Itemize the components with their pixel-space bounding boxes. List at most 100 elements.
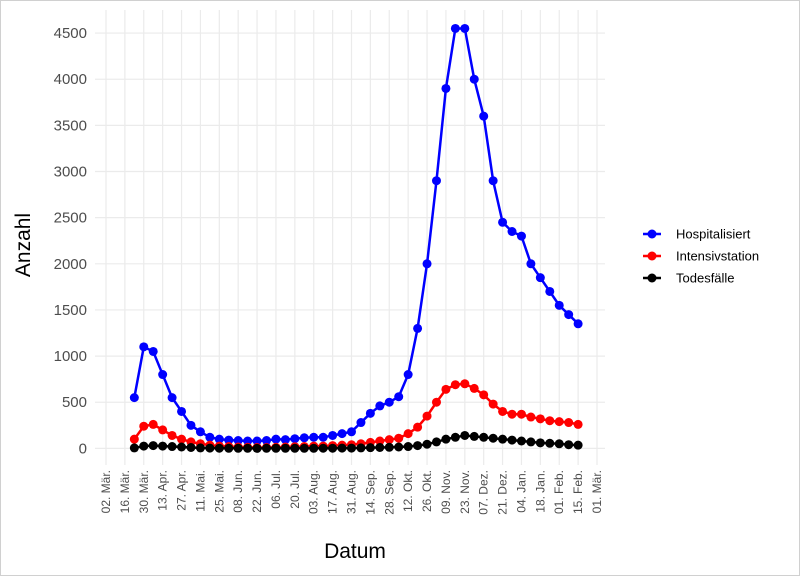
x-tick-label: 06. Jul. <box>269 470 283 509</box>
data-point <box>148 419 158 429</box>
data-point <box>375 442 385 452</box>
data-point <box>526 412 536 422</box>
x-tick-label: 03. Aug. <box>307 470 321 514</box>
data-point <box>498 217 508 227</box>
data-point <box>564 310 574 320</box>
data-point <box>214 443 224 453</box>
data-point <box>441 384 451 394</box>
legend-label: Todesfälle <box>676 271 735 286</box>
data-point <box>394 392 404 402</box>
data-point <box>394 433 404 443</box>
data-point <box>545 286 555 296</box>
y-tick-label: 2500 <box>54 210 87 227</box>
y-tick-label: 4000 <box>54 71 87 88</box>
data-point <box>299 433 309 443</box>
data-point <box>328 430 338 440</box>
data-point <box>309 443 319 453</box>
data-point <box>422 411 432 421</box>
data-point <box>224 435 234 445</box>
x-tick-label: 23. Nov. <box>458 470 472 514</box>
x-tick-label: 28. Sep. <box>382 470 396 515</box>
data-point <box>535 414 545 424</box>
data-point <box>375 401 385 411</box>
data-point <box>488 433 498 443</box>
data-point <box>243 436 253 446</box>
data-point <box>516 409 526 419</box>
data-point <box>271 443 281 453</box>
data-point <box>394 442 404 452</box>
data-point <box>148 441 158 451</box>
x-tick-label: 26. Okt. <box>420 470 434 512</box>
data-point <box>507 435 517 445</box>
x-tick-label: 25. Mai. <box>212 470 226 513</box>
data-point <box>365 443 375 453</box>
legend-swatch <box>647 251 657 261</box>
x-tick-label: 21. Dez. <box>496 470 510 515</box>
data-point <box>252 436 262 446</box>
data-point <box>469 383 479 393</box>
data-point <box>554 439 564 449</box>
y-axis-title: Anzahl <box>12 213 35 277</box>
legend-swatch <box>647 229 657 239</box>
data-point <box>167 442 177 452</box>
data-point <box>129 393 139 403</box>
data-point <box>318 432 328 442</box>
data-point <box>214 434 224 444</box>
data-point <box>554 300 564 310</box>
data-point <box>498 434 508 444</box>
data-point <box>280 443 290 453</box>
x-tick-label: 02. Mär. <box>99 470 113 513</box>
data-point <box>441 434 451 444</box>
x-axis-title: Datum <box>324 540 386 563</box>
data-point <box>564 418 574 428</box>
data-point <box>469 431 479 441</box>
data-point <box>290 434 300 444</box>
x-tick-label: 09. Nov. <box>439 470 453 514</box>
data-point <box>139 441 149 451</box>
data-point <box>356 443 366 453</box>
data-point <box>460 379 470 389</box>
data-point <box>347 443 356 453</box>
x-tick-label: 18. Jan. <box>533 470 547 513</box>
y-tick-label: 4500 <box>54 25 87 42</box>
data-point <box>384 435 394 445</box>
data-point <box>309 432 319 442</box>
data-point <box>450 380 460 390</box>
data-point <box>299 443 309 453</box>
data-point <box>318 443 328 453</box>
data-point <box>498 406 508 416</box>
y-tick-label: 3500 <box>54 117 87 134</box>
data-point <box>148 346 158 356</box>
x-tick-label: 20. Jul. <box>288 470 302 509</box>
data-point <box>186 442 196 452</box>
x-tick-label: 30. Mär. <box>137 470 151 513</box>
data-point <box>177 406 187 416</box>
data-point <box>413 323 423 333</box>
data-point <box>233 436 243 446</box>
data-point <box>516 231 526 241</box>
data-point <box>129 443 139 453</box>
y-tick-label: 500 <box>62 394 87 411</box>
x-tick-label: 16. Mär. <box>118 470 132 513</box>
x-tick-label: 27. Apr. <box>175 470 189 511</box>
data-point <box>488 176 498 186</box>
data-point <box>262 436 272 446</box>
data-point <box>271 434 281 444</box>
data-point <box>422 439 432 449</box>
data-point <box>431 176 441 186</box>
data-point <box>224 443 234 453</box>
legend-swatch <box>647 273 657 283</box>
data-point <box>384 442 394 452</box>
data-point <box>205 443 215 453</box>
x-tick-label: 15. Feb. <box>571 470 585 514</box>
data-point <box>526 437 536 447</box>
y-tick-label: 0 <box>79 440 87 457</box>
data-point <box>573 419 583 429</box>
x-tick-label: 17. Aug. <box>326 470 340 514</box>
data-point <box>422 259 432 269</box>
x-tick-label: 22. Jun. <box>250 470 264 513</box>
data-point <box>365 408 375 418</box>
data-point <box>243 443 253 453</box>
data-point <box>403 429 413 439</box>
